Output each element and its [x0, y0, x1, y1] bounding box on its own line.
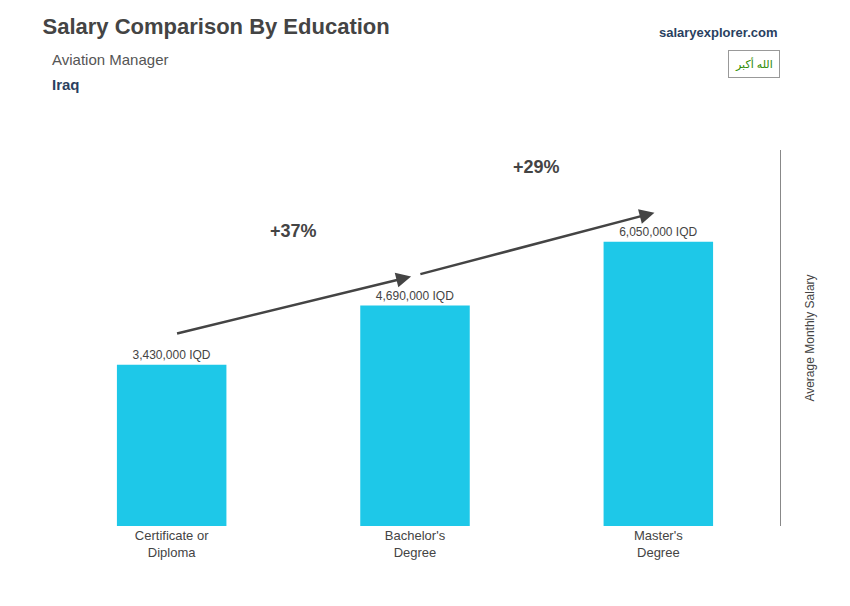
svg-text:Average Monthly Salary: Average Monthly Salary [803, 274, 817, 401]
svg-text:Master'sDegree: Master'sDegree [634, 528, 683, 560]
svg-text:Aviation Manager: Aviation Manager [52, 51, 168, 68]
svg-text:Certificate orDiploma: Certificate orDiploma [135, 528, 209, 560]
svg-text:4,690,000 IQD: 4,690,000 IQD [376, 289, 454, 303]
svg-text:+29%: +29% [513, 157, 560, 177]
svg-text:Bachelor'sDegree: Bachelor'sDegree [385, 528, 446, 560]
svg-text:salaryexplorer.com: salaryexplorer.com [659, 25, 778, 40]
svg-text:+37%: +37% [270, 221, 317, 241]
svg-text:3,430,000 IQD: 3,430,000 IQD [132, 348, 210, 362]
svg-text:Salary Comparison By Education: Salary Comparison By Education [43, 14, 390, 39]
svg-text:6,050,000 IQD: 6,050,000 IQD [619, 225, 697, 239]
svg-text:الله أكبر: الله أكبر [735, 57, 773, 71]
svg-text:Iraq: Iraq [52, 76, 80, 93]
